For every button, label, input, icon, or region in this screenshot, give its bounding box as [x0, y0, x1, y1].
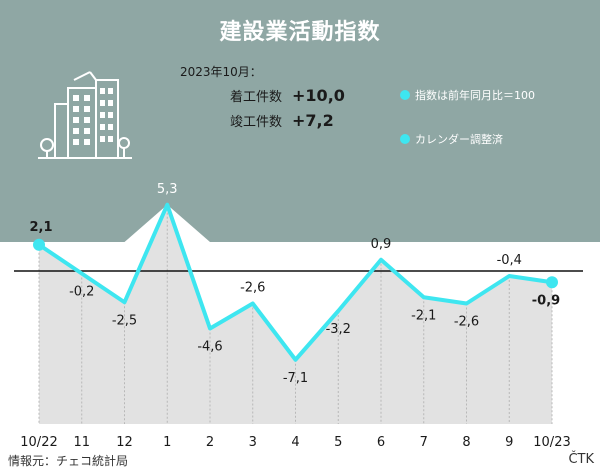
data-label: -2,5: [112, 313, 137, 328]
source-note: 情報元：チェコ統計局: [8, 454, 129, 468]
data-label: -3,2: [326, 322, 351, 337]
x-tick-label: 1: [163, 435, 171, 450]
info-date: 2023年10月：: [180, 65, 262, 79]
building-icon: [38, 71, 132, 159]
data-label: -4,6: [197, 340, 222, 355]
header-background: [0, 0, 600, 242]
data-label: -7,1: [283, 371, 308, 386]
x-tick-label: 10/23: [533, 435, 570, 450]
started-label: 着工件数: [230, 90, 283, 105]
legend-label-yoy: 指数は前年同月比＝100: [415, 89, 535, 102]
x-tick-label: 12: [116, 435, 133, 450]
data-label: 2,1: [29, 220, 52, 235]
x-tick-label: 4: [291, 435, 299, 450]
chart-title: 建設業活動指数: [219, 20, 381, 45]
data-label: -0,9: [532, 293, 560, 308]
info-started-row: 着工件数 +10,0: [230, 86, 362, 105]
data-label: -0,2: [69, 285, 94, 300]
x-tick-label: 10/22: [20, 435, 57, 450]
started-value: +10,0: [292, 86, 345, 105]
x-tick-label: 5: [334, 435, 342, 450]
info-box: 2023年10月： 着工件数 +10,0 竣工件数 +7,2: [172, 63, 362, 130]
data-label: -2,1: [411, 308, 436, 323]
data-label: -2,6: [454, 315, 479, 330]
data-label: -0,4: [497, 253, 522, 268]
completed-value: +7,2: [292, 111, 334, 130]
completed-label: 竣工件数: [230, 115, 283, 130]
legend-item-seasonal: カレンダー調整済: [400, 130, 535, 148]
legend: 指数は前年同月比＝100 カレンダー調整済: [400, 86, 535, 174]
data-label: -2,6: [240, 281, 265, 296]
x-tick-label: 9: [505, 435, 513, 450]
brand-logo: ČTK: [568, 452, 594, 467]
x-tick-label: 6: [377, 435, 385, 450]
series-line: [37, 202, 554, 362]
legend-dot-icon: [400, 134, 410, 144]
x-tick-label: 7: [420, 435, 428, 450]
legend-dot-icon: [400, 90, 410, 100]
legend-item-yoy: 指数は前年同月比＝100: [400, 86, 535, 104]
legend-label-seasonal: カレンダー調整済: [415, 133, 503, 146]
x-tick-label: 2: [206, 435, 214, 450]
x-tick-label: 8: [462, 435, 470, 450]
x-tick-label: 3: [249, 435, 257, 450]
data-point: [33, 238, 45, 251]
x-tick-label: 11: [73, 435, 90, 450]
data-label: 0,9: [371, 237, 392, 252]
data-label: 5,3: [157, 182, 178, 197]
data-point: [546, 276, 558, 289]
info-completed-row: 竣工件数 +7,2: [230, 111, 362, 130]
